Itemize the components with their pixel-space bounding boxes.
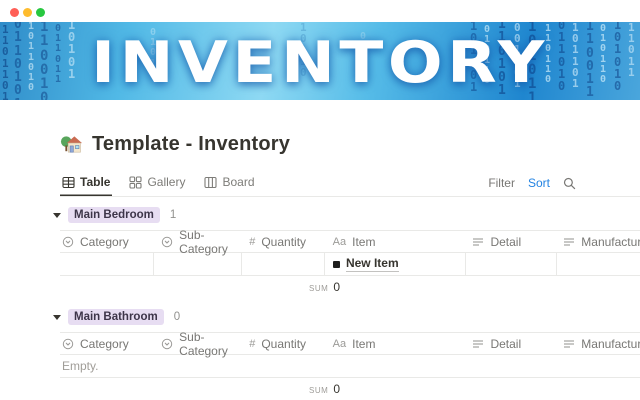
board-icon (204, 176, 218, 188)
column-header-category[interactable]: Category (60, 231, 153, 252)
page-content: Template - Inventory Table Gallery (52, 130, 640, 400)
minimize-button[interactable] (23, 8, 32, 17)
title-property-icon: Aa (332, 235, 347, 248)
filter-button[interactable]: Filter (488, 176, 515, 190)
tab-board[interactable]: Board (202, 170, 256, 196)
column-label: Detail (490, 234, 522, 249)
search-button[interactable] (563, 177, 576, 190)
column-label: Sub-Category (179, 329, 228, 358)
text-property-icon (473, 237, 484, 246)
column-header-manufacturer[interactable]: Manufacturer (555, 333, 640, 354)
select-property-icon (62, 236, 74, 247)
cell-manufacturer[interactable] (557, 253, 640, 275)
group-count: 0 (173, 311, 181, 323)
text-property-icon (473, 339, 484, 348)
window-controls (10, 8, 45, 17)
tab-table-label: Table (80, 175, 111, 189)
column-header-detail[interactable]: Detail (464, 333, 555, 354)
table-row: New Item (60, 253, 640, 276)
view-actions: Filter Sort (488, 176, 576, 190)
tab-gallery-label: Gallery (147, 175, 186, 189)
section-toggle[interactable] (49, 212, 64, 218)
column-header-subcategory[interactable]: Sub-Category (153, 228, 241, 256)
tab-gallery[interactable]: Gallery (127, 170, 187, 196)
tab-table[interactable]: Table (60, 170, 112, 196)
table-header-row: Category Sub-Category # Quantity Aa Item (60, 228, 640, 256)
group-count: 1 (169, 209, 177, 221)
sum-label: SUM (309, 284, 329, 293)
column-label: Quantity (261, 336, 307, 351)
select-property-icon (62, 338, 74, 349)
column-label: Detail (490, 336, 522, 351)
column-label: Category (80, 336, 129, 351)
column-header-item[interactable]: Aa Item (325, 333, 465, 354)
table-header-row: Category Sub-Category # Quantity Aa Item (60, 330, 640, 358)
select-property-icon (161, 338, 173, 349)
cell-subcategory[interactable] (154, 253, 242, 275)
banner-title: INVENTORY (91, 30, 549, 96)
triangle-down-icon (52, 314, 61, 320)
close-button[interactable] (10, 8, 19, 17)
column-label: Item (352, 234, 376, 249)
sum-footer[interactable]: SUM 0 (60, 276, 343, 298)
section-toggle[interactable] (49, 314, 64, 320)
column-header-category[interactable]: Category (60, 333, 153, 354)
column-label: Manufacturer (581, 234, 640, 249)
sum-label: SUM (309, 386, 329, 395)
column-label: Item (352, 336, 376, 351)
table-view-main-bedroom: Category Sub-Category # Quantity Aa Item (60, 228, 640, 298)
text-property-icon (564, 339, 575, 348)
group-header-main-bedroom: Main Bedroom 1 (49, 205, 640, 225)
column-header-detail[interactable]: Detail (464, 231, 555, 252)
column-label: Quantity (261, 234, 307, 249)
empty-label: Empty. (62, 359, 99, 373)
search-icon (563, 177, 576, 189)
cell-category[interactable] (60, 253, 154, 275)
column-header-quantity[interactable]: # Quantity (241, 231, 324, 252)
cell-item[interactable]: New Item (325, 253, 467, 275)
gallery-icon (129, 175, 143, 189)
column-header-subcategory[interactable]: Sub-Category (153, 330, 241, 358)
column-label: Manufacturer (581, 336, 640, 351)
triangle-down-icon (52, 212, 61, 218)
page-title-row: Template - Inventory (60, 130, 640, 158)
column-header-quantity[interactable]: # Quantity (241, 333, 324, 354)
group-badge[interactable]: Main Bathroom (68, 309, 164, 325)
sum-value: 0 (333, 280, 340, 294)
number-property-icon: # (249, 337, 256, 350)
cell-detail[interactable] (466, 253, 558, 275)
group-header-main-bathroom: Main Bathroom 0 (49, 307, 640, 327)
number-property-icon: # (249, 235, 256, 248)
column-label: Category (80, 234, 129, 249)
item-title-link[interactable]: New Item (345, 256, 399, 272)
group-badge[interactable]: Main Bedroom (68, 207, 160, 223)
title-property-icon: Aa (332, 337, 347, 350)
sum-footer[interactable]: SUM 0 (60, 378, 343, 400)
view-tabs-bar: Table Gallery Board Filter Sort (60, 170, 640, 197)
maximize-button[interactable] (36, 8, 45, 17)
column-header-item[interactable]: Aa Item (325, 231, 465, 252)
table-icon (62, 176, 75, 188)
page-icon (332, 260, 340, 268)
empty-row: Empty. (60, 355, 640, 378)
sum-value: 0 (333, 382, 340, 396)
text-property-icon (564, 237, 575, 246)
tab-board-label: Board (222, 175, 255, 189)
house-emoji-icon (60, 135, 83, 152)
page-title[interactable]: Template - Inventory (92, 132, 291, 155)
sort-button[interactable]: Sort (527, 176, 550, 190)
column-label: Sub-Category (179, 227, 228, 256)
cover-image: 1 1 0 1 1 0 1 00 1 1 0 1 0 11 0 1 1 0 1 … (0, 22, 640, 100)
cell-quantity[interactable] (242, 253, 325, 275)
column-header-manufacturer[interactable]: Manufacturer (555, 231, 640, 252)
table-view-main-bathroom: Category Sub-Category # Quantity Aa Item (60, 330, 640, 400)
select-property-icon (161, 236, 173, 247)
